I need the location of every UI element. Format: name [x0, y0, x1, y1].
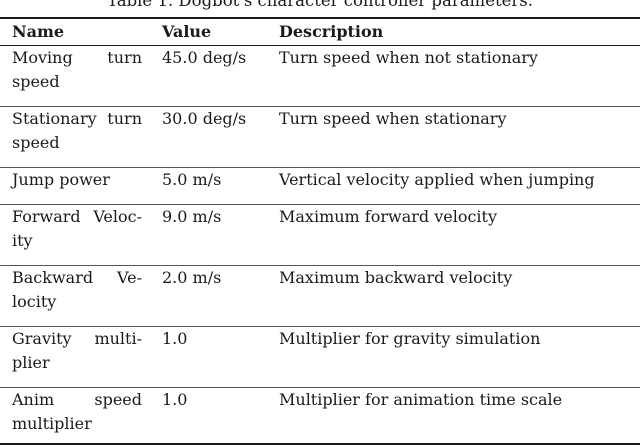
- param-name: Jump power: [0, 168, 150, 205]
- table-caption: Table 1. Dogbot's character controller p…: [0, 0, 640, 11]
- table-row: Anim speed multiplier 1.0 Multiplier for…: [0, 388, 640, 448]
- param-name: Forward Veloc-ity: [0, 205, 150, 266]
- param-value: 9.0 m/s: [150, 205, 267, 266]
- param-value: 5.0 m/s: [150, 168, 267, 205]
- table-row: Backward Ve-locity 2.0 m/s Maximum backw…: [0, 266, 640, 327]
- param-name: Moving turn speed: [0, 46, 150, 107]
- param-name-text: Moving turn speed: [12, 46, 142, 94]
- param-name-text: Gravity multi-plier: [12, 327, 142, 375]
- param-value: 2.0 m/s: [150, 266, 267, 327]
- param-description: Turn speed when stationary: [267, 107, 640, 168]
- param-name-text: Forward Veloc-ity: [12, 205, 142, 253]
- param-description: Turn speed when not stationary: [267, 46, 640, 107]
- param-name-text: Stationary turn speed: [12, 107, 142, 155]
- parameters-table: Name Value Description Moving turn speed…: [0, 18, 640, 448]
- param-value: 1.0: [150, 327, 267, 388]
- param-value: 1.0: [150, 388, 267, 448]
- header-description: Description: [267, 18, 640, 46]
- table-header-row: Name Value Description: [0, 18, 640, 46]
- param-name-text: Anim speed multiplier: [12, 388, 142, 436]
- header-value: Value: [150, 18, 267, 46]
- param-name: Stationary turn speed: [0, 107, 150, 168]
- param-name: Backward Ve-locity: [0, 266, 150, 327]
- table-row: Stationary turn speed 30.0 deg/s Turn sp…: [0, 107, 640, 168]
- table-row: Gravity multi-plier 1.0 Multiplier for g…: [0, 327, 640, 388]
- header-name: Name: [0, 18, 150, 46]
- param-description: Multiplier for animation time scale: [267, 388, 640, 448]
- param-description: Maximum forward velocity: [267, 205, 640, 266]
- param-name: Gravity multi-plier: [0, 327, 150, 388]
- param-description: Vertical velocity applied when jumping: [267, 168, 640, 205]
- table-row: Moving turn speed 45.0 deg/s Turn speed …: [0, 46, 640, 107]
- param-name-text: Backward Ve-locity: [12, 266, 142, 314]
- param-description: Maximum backward velocity: [267, 266, 640, 327]
- table-row: Forward Veloc-ity 9.0 m/s Maximum forwar…: [0, 205, 640, 266]
- param-name: Anim speed multiplier: [0, 388, 150, 448]
- param-value: 45.0 deg/s: [150, 46, 267, 107]
- param-description: Multiplier for gravity simulation: [267, 327, 640, 388]
- param-value: 30.0 deg/s: [150, 107, 267, 168]
- table-bottom-rule: [0, 443, 640, 445]
- table-row: Jump power 5.0 m/s Vertical velocity app…: [0, 168, 640, 205]
- param-name-text: Jump power: [12, 168, 142, 192]
